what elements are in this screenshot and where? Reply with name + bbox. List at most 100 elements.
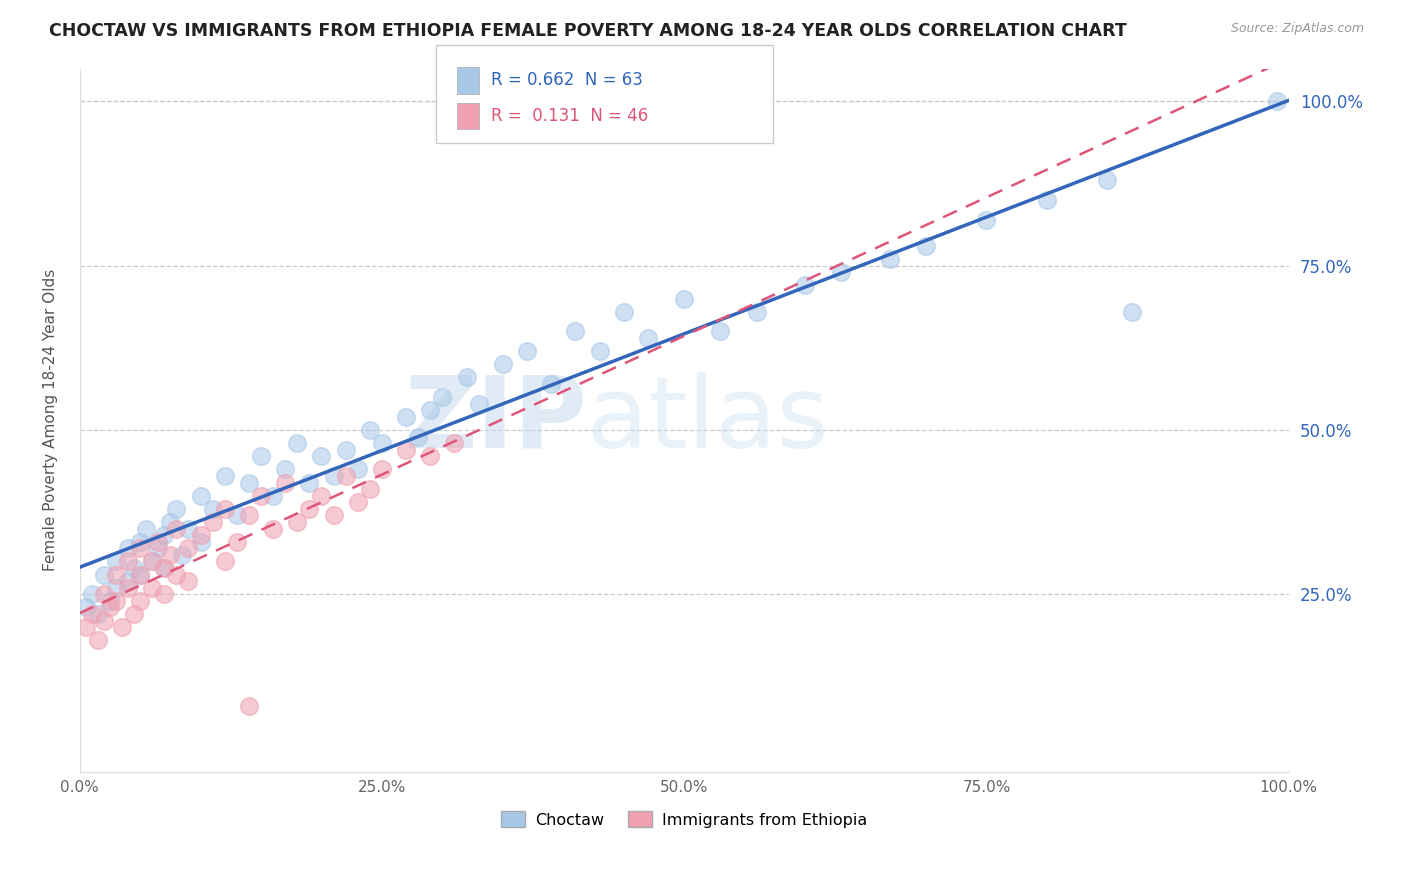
Point [298, 475, 321, 490]
Point [492, 357, 515, 371]
Point [104, 567, 127, 582]
Point [190, 489, 212, 503]
Point [225, 534, 247, 549]
Point [148, 534, 170, 549]
Point [75, 600, 97, 615]
Point [111, 620, 134, 634]
Point [165, 522, 187, 536]
Point [238, 698, 260, 713]
Point [98, 600, 121, 615]
Point [129, 541, 152, 556]
Point [467, 397, 489, 411]
Point [262, 522, 284, 536]
Point [129, 567, 152, 582]
Point [359, 482, 381, 496]
Point [214, 554, 236, 568]
Point [93, 587, 115, 601]
Point [117, 541, 139, 556]
Point [165, 567, 187, 582]
Text: CHOCTAW VS IMMIGRANTS FROM ETHIOPIA FEMALE POVERTY AMONG 18-24 YEAR OLDS CORRELA: CHOCTAW VS IMMIGRANTS FROM ETHIOPIA FEMA… [49, 22, 1128, 40]
Point [915, 239, 938, 253]
Point [311, 489, 333, 503]
Point [153, 528, 176, 542]
Point [1036, 193, 1059, 207]
Point [104, 581, 127, 595]
Point [540, 376, 562, 391]
Point [141, 554, 163, 568]
Legend: Choctaw, Immigrants from Ethiopia: Choctaw, Immigrants from Ethiopia [495, 805, 873, 834]
Text: atlas: atlas [588, 372, 830, 468]
Point [879, 252, 901, 266]
Point [406, 429, 429, 443]
Point [346, 462, 368, 476]
Point [165, 501, 187, 516]
Point [335, 469, 357, 483]
Point [122, 607, 145, 621]
Point [274, 475, 297, 490]
Point [190, 534, 212, 549]
Point [238, 508, 260, 523]
Point [214, 469, 236, 483]
Point [745, 304, 768, 318]
Point [129, 594, 152, 608]
Point [159, 548, 181, 562]
Point [104, 594, 127, 608]
Point [177, 541, 200, 556]
Point [225, 508, 247, 523]
Point [148, 541, 170, 556]
Point [456, 370, 478, 384]
Point [1265, 95, 1288, 109]
Point [135, 522, 157, 536]
Point [371, 436, 394, 450]
Point [141, 554, 163, 568]
Point [129, 567, 152, 582]
Point [177, 574, 200, 588]
Point [1121, 304, 1143, 318]
Point [122, 561, 145, 575]
Point [80, 587, 103, 601]
Text: R =  0.131  N = 46: R = 0.131 N = 46 [491, 107, 648, 125]
Point [588, 344, 610, 359]
Point [117, 581, 139, 595]
Point [976, 212, 998, 227]
Point [322, 469, 344, 483]
Point [201, 515, 224, 529]
Point [117, 554, 139, 568]
Point [709, 325, 731, 339]
Point [613, 304, 636, 318]
Point [564, 325, 586, 339]
Point [419, 449, 441, 463]
Point [371, 462, 394, 476]
Point [359, 423, 381, 437]
Point [190, 528, 212, 542]
Point [93, 614, 115, 628]
Point [311, 449, 333, 463]
Y-axis label: Female Poverty Among 18-24 Year Olds: Female Poverty Among 18-24 Year Olds [44, 269, 58, 571]
Point [201, 501, 224, 516]
Point [214, 501, 236, 516]
Point [285, 515, 308, 529]
Point [87, 607, 110, 621]
Point [516, 344, 538, 359]
Point [104, 554, 127, 568]
Point [153, 587, 176, 601]
Point [172, 548, 194, 562]
Point [395, 442, 418, 457]
Point [250, 489, 273, 503]
Point [250, 449, 273, 463]
Point [794, 278, 817, 293]
Text: Source: ZipAtlas.com: Source: ZipAtlas.com [1230, 22, 1364, 36]
Point [335, 442, 357, 457]
Point [298, 501, 321, 516]
Point [830, 265, 852, 279]
Point [98, 594, 121, 608]
Point [177, 522, 200, 536]
Point [141, 581, 163, 595]
Point [153, 561, 176, 575]
Point [395, 409, 418, 424]
Point [153, 561, 176, 575]
Text: R = 0.662  N = 63: R = 0.662 N = 63 [491, 71, 643, 89]
Point [262, 489, 284, 503]
Point [117, 574, 139, 588]
Point [419, 403, 441, 417]
